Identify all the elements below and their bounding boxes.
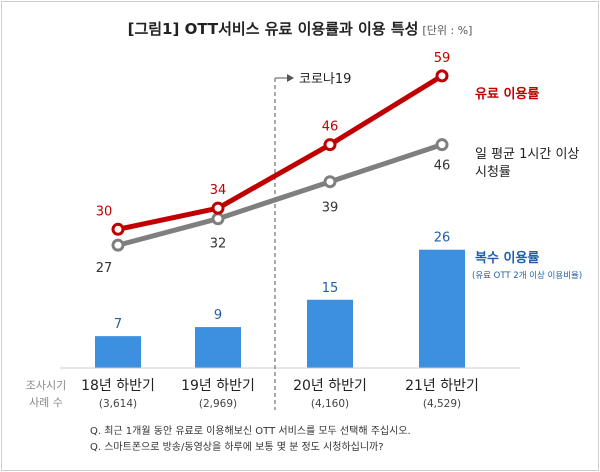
category-label-0: 18년 하반기 <box>81 378 155 394</box>
row-label-period: 조사시기 <box>26 379 66 392</box>
daily-point-1 <box>211 212 225 226</box>
sample-size-2: (4,160) <box>311 398 349 410</box>
paid-value-0: 30 <box>96 204 113 219</box>
legend-daily-line1: 일 평균 1시간 이상 <box>475 147 579 162</box>
title-text: [그림1] OTT서비스 유료 이용률과 이용 특성 <box>127 20 419 38</box>
paid-point-2 <box>323 138 337 152</box>
sample-size-3: (4,529) <box>423 398 461 410</box>
legend-multi: 복수 이용률 <box>475 250 539 266</box>
sample-size-1: (2,969) <box>199 398 237 410</box>
row-label-sample: 사례 수 <box>29 396 63 409</box>
covid-arrow-head <box>287 74 294 82</box>
legend-daily-line2: 시청률 <box>475 165 511 180</box>
category-label-2: 20년 하반기 <box>293 378 367 394</box>
bar-value-3: 26 <box>434 231 451 246</box>
note-2: Q. 스마트폰으로 방송/동영상을 하루에 보통 몇 분 정도 시청하십니까? <box>90 442 384 453</box>
category-label-1: 19년 하반기 <box>181 378 255 394</box>
bar-multi-3 <box>419 249 465 368</box>
bar-multi-2 <box>307 299 353 368</box>
bar-value-2: 15 <box>322 281 339 296</box>
unit-label: [단위 : %] <box>422 24 473 37</box>
category-label-3: 21년 하반기 <box>405 378 479 394</box>
daily-point-2 <box>323 175 337 189</box>
daily-value-1: 32 <box>210 237 227 252</box>
daily-point-0 <box>111 238 125 252</box>
legend-paid: 유료 이용률 <box>475 86 539 102</box>
paid-line <box>115 73 445 232</box>
bar-value-0: 7 <box>114 317 122 332</box>
paid-point-3 <box>435 69 449 83</box>
daily-line <box>115 142 445 248</box>
chart-title: [그림1] OTT서비스 유료 이용률과 이용 특성 [단위 : %] <box>0 18 600 39</box>
daily-point-3 <box>435 138 449 152</box>
survey-notes: Q. 최근 1개월 동안 유료로 이용해보신 OTT 서비스를 모두 선택해 주… <box>90 424 411 456</box>
daily-value-3: 46 <box>434 159 451 174</box>
daily-value-2: 39 <box>322 201 339 216</box>
paid-value-3: 59 <box>434 51 451 66</box>
paid-point-0 <box>111 222 125 236</box>
covid-label: 코로나19 <box>299 72 351 87</box>
paid-value-1: 34 <box>210 183 227 198</box>
sample-size-0: (3,614) <box>99 398 137 410</box>
daily-value-0: 27 <box>96 261 113 276</box>
paid-value-2: 46 <box>322 120 339 135</box>
legend-multi-sub: (유료 OTT 2개 이상 이용비율) <box>472 270 582 281</box>
note-1: Q. 최근 1개월 동안 유료로 이용해보신 OTT 서비스를 모두 선택해 주… <box>90 426 411 437</box>
bar-value-1: 9 <box>214 308 222 323</box>
bar-multi-1 <box>195 327 241 368</box>
bar-multi-0 <box>95 336 141 368</box>
paid-point-1 <box>211 201 225 215</box>
